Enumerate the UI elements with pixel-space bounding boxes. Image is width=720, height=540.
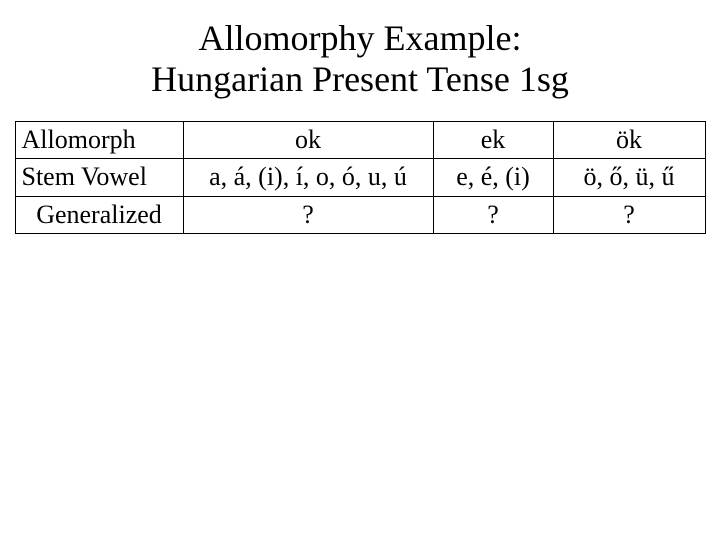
row-label-allomorph: Allomorph [15,121,183,159]
slide: Allomorphy Example: Hungarian Present Te… [0,0,720,540]
table-row: Stem Vowel a, á, (i), í, o, ó, u, ú e, é… [15,159,705,197]
cell: ok [183,121,433,159]
cell: ? [183,196,433,234]
row-label-stem-vowel: Stem Vowel [15,159,183,197]
allomorphy-table: Allomorph ok ek ök Stem Vowel a, á, (i),… [15,121,706,235]
title-line-1: Allomorphy Example: [199,18,522,58]
row-label-generalized: Generalized [15,196,183,234]
cell: ? [553,196,705,234]
title-line-2: Hungarian Present Tense 1sg [151,59,569,99]
table-row: Generalized ? ? ? [15,196,705,234]
cell: ek [433,121,553,159]
slide-title: Allomorphy Example: Hungarian Present Te… [0,0,720,121]
cell: ö, ő, ü, ű [553,159,705,197]
table-row: Allomorph ok ek ök [15,121,705,159]
cell: ? [433,196,553,234]
cell: e, é, (i) [433,159,553,197]
cell: a, á, (i), í, o, ó, u, ú [183,159,433,197]
cell: ök [553,121,705,159]
